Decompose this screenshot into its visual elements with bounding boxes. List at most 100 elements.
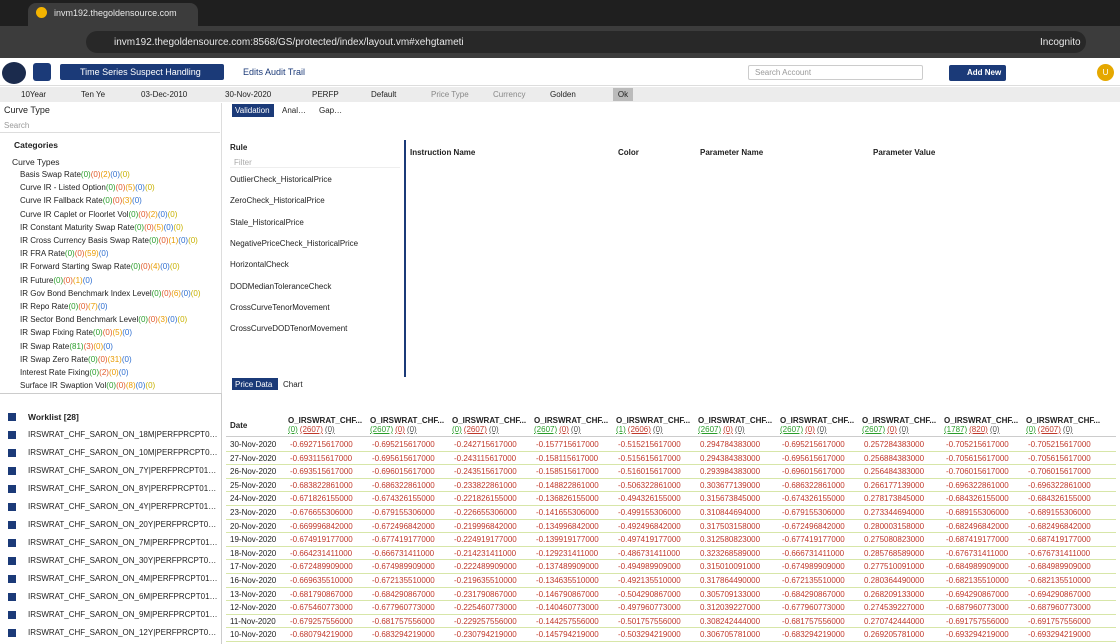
price-cell[interactable]: -0.693515617000 [290,467,353,477]
price-cell[interactable]: -0.675460773000 [290,603,353,613]
price-cell[interactable]: -0.486731411000 [618,548,681,558]
price-cell[interactable]: -0.515215617000 [618,440,681,449]
price-cell[interactable]: -0.682496842000 [1028,521,1091,531]
price-cell[interactable]: -0.689155306000 [1028,508,1091,517]
price-cell[interactable]: -0.705215617000 [1028,440,1091,449]
count[interactable]: (0) [734,425,745,434]
price-cell[interactable]: -0.671826155000 [290,494,353,504]
price-cell[interactable]: -0.664231411000 [290,548,353,558]
count[interactable]: (2607) [780,425,804,434]
price-cell[interactable]: -0.515615617000 [618,453,681,463]
count[interactable]: (0) [559,425,569,434]
tree-item[interactable]: IR Swap Rate (81) (3) (0) (0) [20,342,220,354]
price-cell[interactable]: -0.516015617000 [618,467,681,477]
address-bar[interactable] [86,31,1086,53]
count[interactable]: (0) [1026,425,1036,434]
tree-node[interactable]: Categories [14,140,58,150]
price-cell[interactable]: -0.231790867000 [454,589,517,599]
tree-item[interactable]: IR Swap Fixing Rate (0) (0) (5) (0) [20,328,220,340]
tab[interactable]: Chart [283,380,303,389]
tab-label[interactable]: Edits Audit Trail [243,67,306,77]
price-cell[interactable]: -0.674326155000 [372,494,435,504]
price-cell[interactable]: -0.683294219000 [372,630,435,640]
price-cell[interactable]: -0.692715617000 [290,440,353,449]
price-cell[interactable]: -0.696015617000 [782,467,845,477]
worklist-item[interactable]: IRSWRAT_CHF_SARON_ON_18M|PERFPRCPT01|M..… [28,430,218,439]
count[interactable]: (0) [570,425,581,434]
price-cell[interactable]: -0.144257556000 [536,616,599,626]
price-cell[interactable]: -0.687960773000 [1028,603,1091,613]
price-cell[interactable]: -0.681757556000 [782,616,845,626]
price-cell[interactable]: -0.666731411000 [372,548,435,558]
price-cell[interactable]: -0.679257556000 [290,616,353,626]
date-cell[interactable]: 12-Nov-2020 [230,603,277,613]
price-cell[interactable]: 0.285768589000 [864,548,925,558]
worklist-item[interactable]: IRSWRAT_CHF_SARON_ON_8Y|PERFPRCPT01|M... [28,484,218,493]
tree-item[interactable]: IR Swap Zero Rate (0) (0) (31) (0) [20,355,220,367]
count[interactable]: (0) [652,425,663,434]
price-cell[interactable]: 0.317503158000 [700,521,761,531]
price-cell[interactable]: -0.693294219000 [946,630,1009,640]
checkbox[interactable] [8,467,16,475]
price-cell[interactable]: -0.687419177000 [946,535,1009,545]
price-cell[interactable]: -0.669635510000 [290,576,353,585]
rule-item[interactable]: Stale_HistoricalPrice [230,217,304,227]
date-cell[interactable]: 13-Nov-2020 [230,589,277,599]
price-cell[interactable]: -0.706015617000 [946,467,1009,477]
price-cell[interactable]: -0.674989909000 [782,562,845,572]
rule-item[interactable]: CrossCurveDODTenorMovement [230,324,348,334]
price-cell[interactable]: -0.214231411000 [454,548,517,558]
filter-field[interactable]: PERFP [312,90,339,99]
price-cell[interactable]: -0.503294219000 [618,630,681,640]
menu-button[interactable] [33,63,51,81]
price-cell[interactable]: -0.148822861000 [536,480,599,490]
price-cell[interactable]: -0.141655306000 [536,508,599,517]
tab[interactable]: Validation [232,104,274,117]
checkbox[interactable] [8,413,16,421]
checkbox[interactable] [8,575,16,583]
tab-active[interactable] [60,64,224,80]
price-cell[interactable]: -0.683294219000 [782,630,845,640]
price-cell[interactable]: 0.293984383000 [700,467,761,477]
price-cell[interactable]: -0.679155306000 [782,508,845,517]
filter-field[interactable]: 10Year [21,90,47,99]
count[interactable]: (820) [969,425,988,434]
date-cell[interactable]: 23-Nov-2020 [230,508,277,517]
price-cell[interactable]: 0.266177139000 [864,480,925,490]
price-cell[interactable]: -0.682135510000 [1028,576,1091,585]
date-cell[interactable]: 11-Nov-2020 [230,616,276,626]
price-cell[interactable]: -0.684989909000 [946,562,1009,572]
price-cell[interactable]: -0.691757556000 [946,616,1009,626]
count[interactable]: (0) [324,425,335,434]
price-cell[interactable]: -0.134635510000 [536,576,599,585]
date-cell[interactable]: 27-Nov-2020 [230,453,277,463]
price-cell[interactable]: -0.684290867000 [782,589,845,599]
price-cell[interactable]: 0.294784383000 [700,440,761,449]
count[interactable]: (0) [989,425,1000,434]
price-cell[interactable]: -0.682135510000 [946,576,1009,585]
price-cell[interactable]: -0.691757556000 [1028,616,1091,626]
price-cell[interactable]: -0.158115617000 [536,453,599,463]
price-cell[interactable]: -0.666731411000 [782,548,845,558]
avatar[interactable]: U [1097,64,1114,81]
count[interactable]: (0) [805,425,815,434]
price-cell[interactable]: -0.696322861000 [946,480,1009,490]
price-cell[interactable]: -0.497960773000 [618,603,681,613]
worklist-item[interactable]: IRSWRAT_CHF_SARON_ON_30Y|PERFPRCPT01|M..… [28,556,218,565]
count[interactable]: (0) [816,425,827,434]
price-cell[interactable]: -0.492496842000 [618,521,681,531]
price-cell[interactable]: -0.672496842000 [782,521,845,531]
price-cell[interactable]: -0.494326155000 [618,494,681,504]
worklist-item[interactable]: IRSWRAT_CHF_SARON_ON_4Y|PERFPRCPT01|M... [28,502,218,511]
price-cell[interactable]: -0.683822861000 [290,480,353,490]
price-cell[interactable]: 0.317864490000 [700,576,761,585]
date-cell[interactable]: 18-Nov-2020 [230,548,277,558]
count[interactable]: (0) [723,425,733,434]
price-cell[interactable]: 0.306705781000 [700,630,761,640]
price-cell[interactable]: -0.674989909000 [372,562,435,572]
price-cell[interactable]: 0.294384383000 [700,453,761,463]
price-cell[interactable]: -0.681757556000 [372,616,435,626]
price-cell[interactable]: -0.146790867000 [536,589,599,599]
count[interactable]: (1787) [944,425,968,434]
price-cell[interactable]: -0.243115617000 [454,453,517,463]
